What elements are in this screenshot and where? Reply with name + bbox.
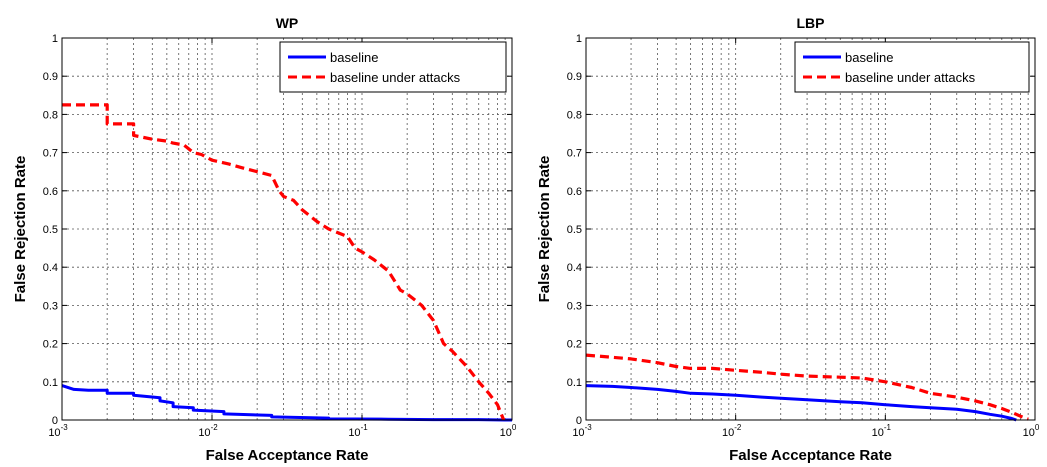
y-tick-label: 0 [52,415,58,427]
y-tick-label: 0.4 [43,262,58,274]
legend-box [794,41,1030,93]
y-tick-label: 0.5 [567,224,582,236]
y-tick-label: 0.4 [567,262,582,274]
chart-title: WP [276,15,299,31]
chart-title: LBP [797,15,825,31]
y-tick-label: 0.8 [43,109,58,121]
grid [586,38,1035,420]
series-line-baseline-under-attacks [585,353,1029,421]
y-tick-label: 0.5 [43,224,58,236]
chart-panel-wp: WP False Acceptance Rate False Rejection… [12,15,517,464]
y-tick-label: 0.2 [567,339,582,351]
x-tick-label: 10-3 [48,423,68,439]
x-axis-label: False Acceptance Rate [729,447,892,464]
legend-box [279,41,507,93]
y-tick-label: 0 [576,415,582,427]
x-tick-label: 10-1 [872,423,892,439]
y-tick-label: 1 [576,33,582,45]
x-tick-label: 10-2 [198,423,218,439]
x-tick-label: 100 [1023,423,1040,439]
y-tick-label: 0.8 [567,109,582,121]
y-tick-label: 0.9 [43,71,58,83]
y-tick-label: 0.7 [567,148,582,160]
grid [62,38,512,420]
y-tick-label: 0.3 [43,300,58,312]
chart-panel-lbp: LBP False Acceptance Rate False Rejectio… [536,15,1040,464]
y-tick-label: 1 [52,33,58,45]
y-tick-label: 0.1 [43,377,58,389]
series-line-baseline [61,384,512,422]
y-tick-label: 0.2 [43,339,58,351]
y-tick-label: 0.9 [567,71,582,83]
x-tick-label: 10-1 [348,423,368,439]
x-tick-label: 10-3 [572,423,592,439]
y-axis-label: False Rejection Rate [12,156,29,303]
x-tick-label: 100 [500,423,517,439]
legend: baseline baseline under attacks [279,41,507,93]
x-tick-label: 10-2 [722,423,742,439]
legend-label: baseline [845,50,893,65]
y-tick-label: 0.3 [567,300,582,312]
legend-label: baseline under attacks [845,70,976,85]
series-line-baseline-under-attacks [62,103,506,421]
y-axis-label: False Rejection Rate [536,156,553,303]
y-tick-label: 0.6 [567,186,582,198]
legend-label: baseline [330,50,378,65]
y-tick-label: 0.7 [43,148,58,160]
series-line-baseline [585,384,1017,422]
x-axis-label: False Acceptance Rate [206,447,369,464]
y-tick-label: 0.6 [43,186,58,198]
y-tick-label: 0.1 [567,377,582,389]
legend-label: baseline under attacks [330,70,461,85]
legend: baseline baseline under attacks [794,41,1030,93]
